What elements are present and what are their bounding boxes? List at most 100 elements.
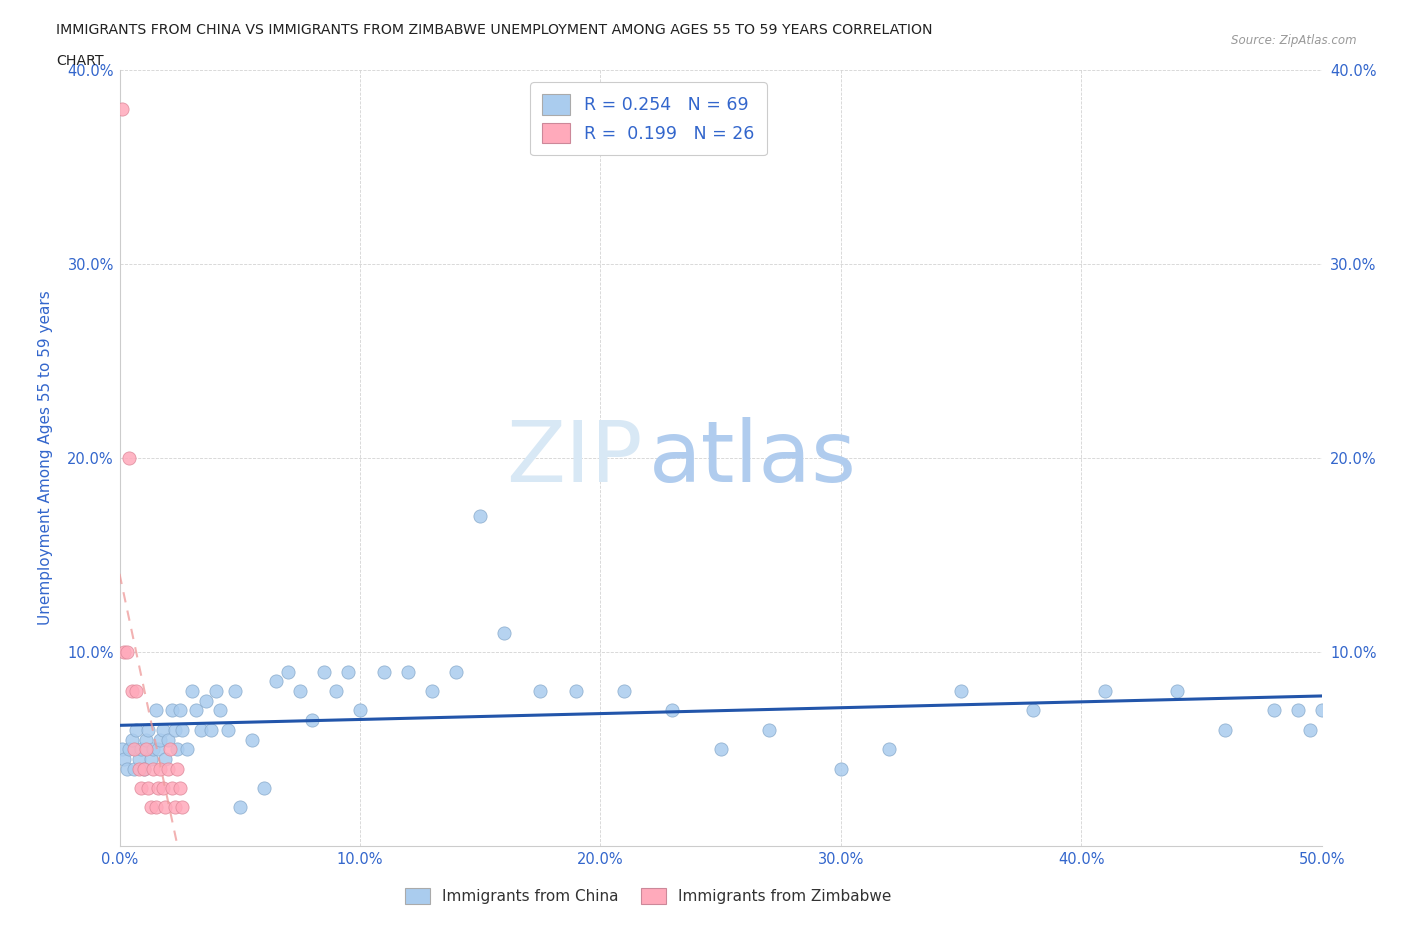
Point [129, 742, 152, 757]
Point [163, 800, 186, 815]
Y-axis label: Unemployment Among Ages 55 to 59 years: Unemployment Among Ages 55 to 59 years [38, 291, 53, 625]
Point [444, 664, 467, 679]
Point [228, 800, 252, 815]
Point [565, 684, 588, 698]
Point [129, 780, 152, 795]
Point [661, 703, 683, 718]
Point [288, 684, 311, 698]
Point [1298, 723, 1320, 737]
Point [240, 732, 263, 747]
Point [112, 751, 135, 766]
Point [277, 664, 299, 679]
Point [1310, 703, 1333, 718]
Point [128, 751, 150, 766]
Point [190, 723, 212, 737]
Point [125, 723, 148, 737]
Point [162, 703, 184, 718]
Point [200, 723, 222, 737]
Point [138, 780, 160, 795]
Point [1263, 703, 1285, 718]
Point [138, 723, 160, 737]
Point [1166, 684, 1188, 698]
Point [494, 625, 516, 640]
Point [146, 742, 169, 757]
Point [111, 101, 134, 116]
Point [217, 723, 239, 737]
Point [877, 742, 900, 757]
Point [142, 761, 165, 776]
Point [115, 761, 138, 776]
Point [169, 780, 191, 795]
Point [1022, 703, 1045, 718]
Point [1094, 684, 1116, 698]
Point [152, 780, 174, 795]
Point [135, 732, 157, 747]
Point [122, 742, 145, 757]
Point [349, 703, 371, 718]
Point [132, 761, 155, 776]
Point [166, 742, 188, 757]
Point [139, 751, 162, 766]
Text: CHART: CHART [56, 54, 104, 68]
Point [122, 761, 145, 776]
Point [142, 742, 165, 757]
Point [121, 684, 143, 698]
Point [224, 684, 246, 698]
Point [209, 703, 232, 718]
Point [170, 723, 193, 737]
Text: ZIP: ZIP [506, 417, 643, 499]
Text: IMMIGRANTS FROM CHINA VS IMMIGRANTS FROM ZIMBABWE UNEMPLOYMENT AMONG AGES 55 TO : IMMIGRANTS FROM CHINA VS IMMIGRANTS FROM… [56, 23, 932, 37]
Point [118, 451, 141, 466]
Point [146, 780, 169, 795]
Point [336, 664, 359, 679]
Point [373, 664, 395, 679]
Point [312, 664, 335, 679]
Point [325, 684, 347, 698]
Point [195, 693, 218, 708]
Point [709, 742, 731, 757]
Point [121, 732, 143, 747]
Point [128, 761, 150, 776]
Point [468, 509, 492, 524]
Point [204, 684, 226, 698]
Point [111, 742, 134, 757]
Point [125, 684, 148, 698]
Point [118, 742, 141, 757]
Point [166, 761, 188, 776]
Point [180, 684, 202, 698]
Point [830, 761, 852, 776]
Point [149, 761, 172, 776]
Point [153, 751, 176, 766]
Point [613, 684, 636, 698]
Point [149, 732, 172, 747]
Point [186, 703, 208, 718]
Point [145, 703, 167, 718]
Point [162, 780, 184, 795]
Point [132, 761, 155, 776]
Point [264, 674, 287, 689]
Text: Source: ZipAtlas.com: Source: ZipAtlas.com [1232, 34, 1357, 47]
Point [152, 723, 174, 737]
Point [1215, 723, 1237, 737]
Point [396, 664, 419, 679]
Point [112, 644, 135, 659]
Point [176, 742, 198, 757]
Point [170, 800, 193, 815]
Legend: Immigrants from China, Immigrants from Zimbabwe: Immigrants from China, Immigrants from Z… [399, 882, 897, 910]
Point [758, 723, 780, 737]
Point [153, 800, 176, 815]
Point [156, 732, 179, 747]
Point [135, 742, 157, 757]
Text: atlas: atlas [648, 417, 856, 499]
Point [529, 684, 551, 698]
Point [159, 742, 181, 757]
Point [949, 684, 972, 698]
Point [156, 761, 179, 776]
Point [253, 780, 276, 795]
Point [115, 644, 138, 659]
Point [145, 800, 167, 815]
Point [139, 800, 162, 815]
Point [301, 712, 323, 727]
Point [420, 684, 443, 698]
Point [1286, 703, 1309, 718]
